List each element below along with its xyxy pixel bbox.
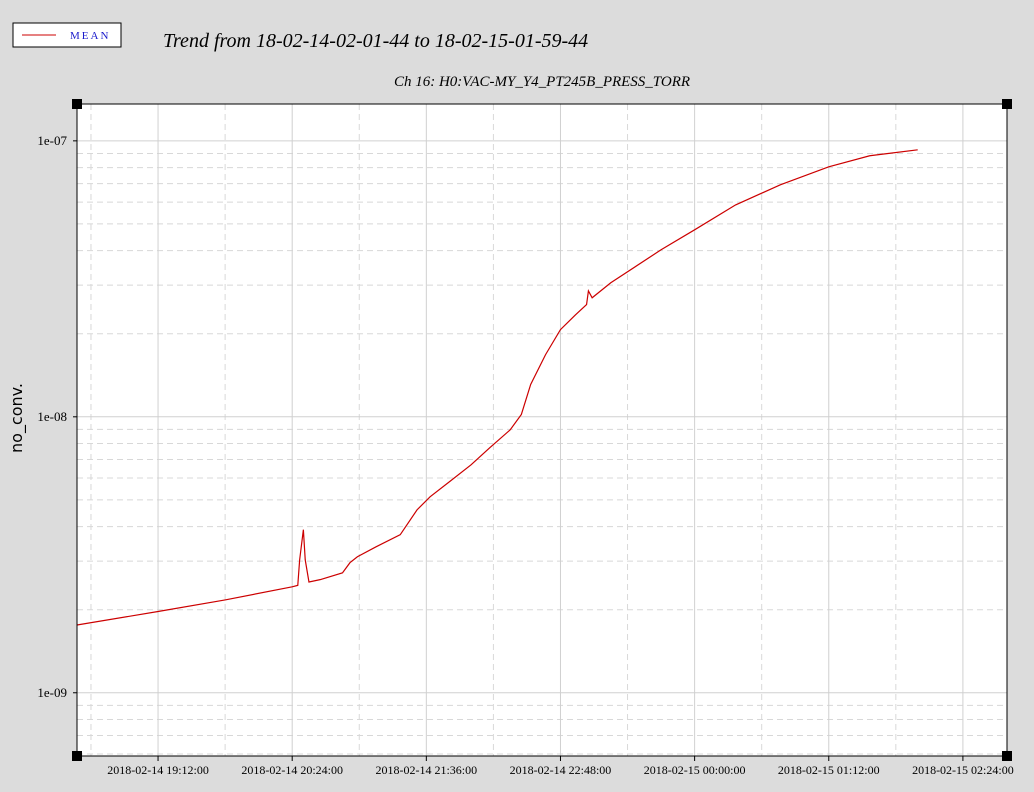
corner-handle	[72, 751, 82, 761]
y-axis-label: no_conv.	[7, 383, 27, 453]
x-tick-label: 2018-02-15 01:12:00	[778, 763, 880, 777]
chart-subtitle: Ch 16: H0:VAC-MY_Y4_PT245B_PRESS_TORR	[394, 74, 690, 90]
data-line	[76, 149, 918, 626]
x-tick-label: 2018-02-14 19:12:00	[107, 763, 209, 777]
plot-border	[76, 103, 1008, 757]
y-tick-label: 1e-07	[37, 133, 67, 148]
legend-label: MEAN	[70, 30, 110, 42]
plot-area	[77, 104, 1007, 756]
x-tick-label: 2018-02-14 22:48:00	[510, 763, 612, 777]
chart-title: Trend from 18-02-14-02-01-44 to 18-02-15…	[163, 30, 588, 52]
x-tick-label: 2018-02-14 20:24:00	[241, 763, 343, 777]
corner-handle	[1002, 751, 1012, 761]
x-tick-label: 2018-02-15 00:00:00	[644, 763, 746, 777]
x-tick-label: 2018-02-15 02:24:00	[912, 763, 1014, 777]
corner-handle	[1002, 99, 1012, 109]
y-tick-label: 1e-09	[37, 685, 67, 700]
y-tick-label: 1e-08	[37, 409, 67, 424]
x-tick-label: 2018-02-14 21:36:00	[375, 763, 477, 777]
corner-handle	[72, 99, 82, 109]
